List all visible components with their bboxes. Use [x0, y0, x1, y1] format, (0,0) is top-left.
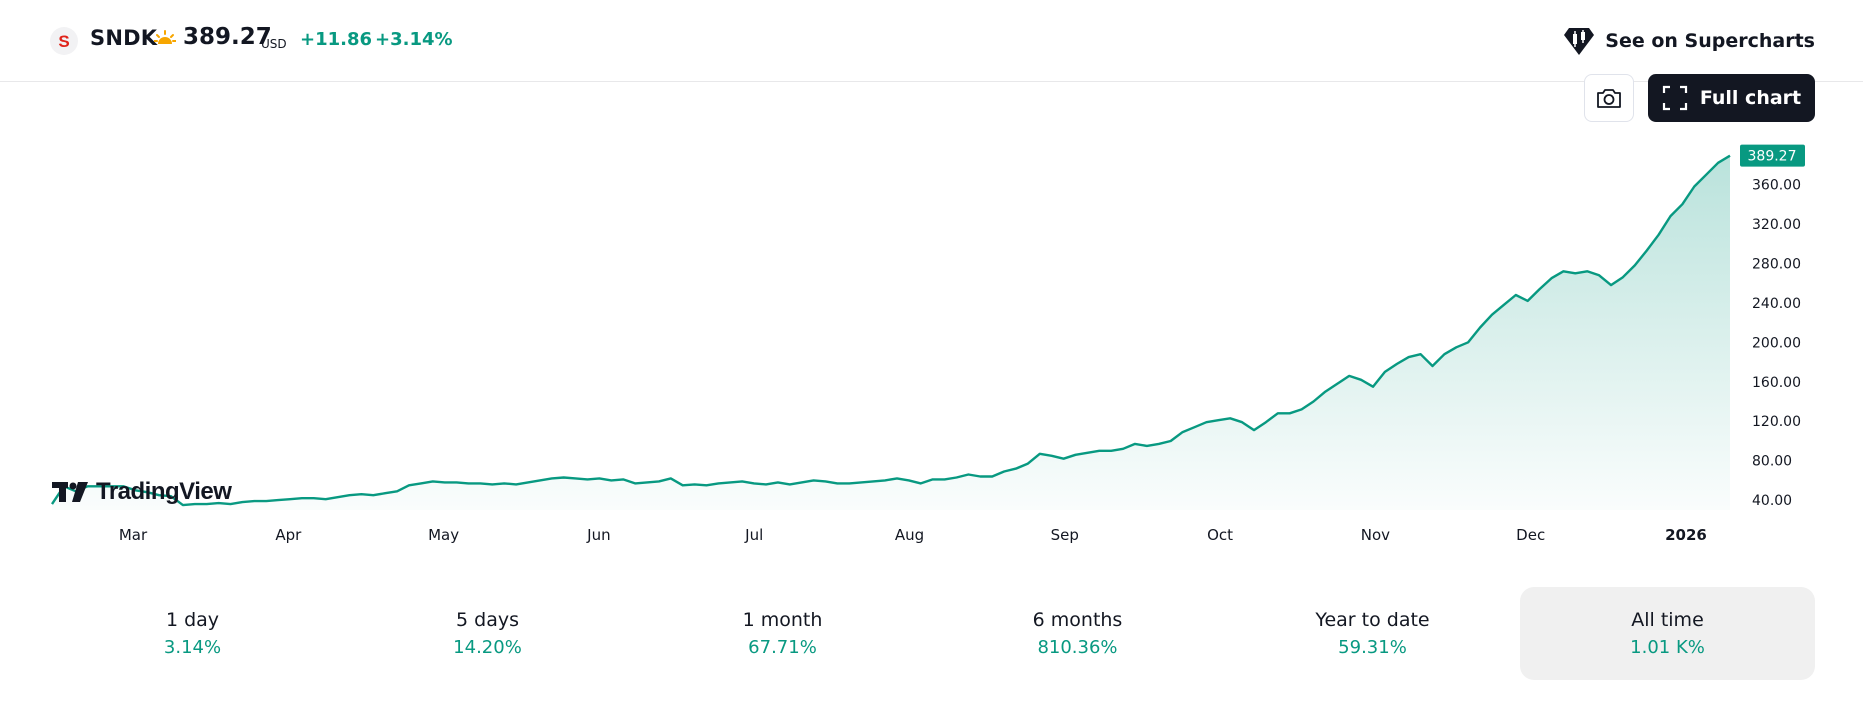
x-tick-label: Aug [895, 526, 924, 544]
period-tab[interactable]: 1 month 67.71% [635, 587, 930, 680]
expand-icon [1662, 85, 1687, 111]
price-currency: USD [261, 37, 287, 51]
full-chart-button[interactable]: Full chart [1648, 74, 1815, 122]
x-tick-label: May [428, 526, 459, 544]
period-tab[interactable]: 1 day 3.14% [45, 587, 340, 680]
period-label: Year to date [1315, 609, 1430, 631]
tradingview-brand-name: TradingView [96, 478, 232, 505]
x-axis: Mar Apr May Jun Jul Aug Sep Oct Nov Dec 2026 [119, 526, 1707, 544]
last-price-tag: 389.27 [1740, 144, 1805, 167]
x-tick-label: 2026 [1665, 526, 1707, 544]
y-tick-label: 80.00 [1752, 454, 1792, 470]
y-tick-label: 160.00 [1752, 375, 1801, 391]
y-tick-label: 280.00 [1752, 256, 1801, 272]
period-tab[interactable]: 5 days 14.20% [340, 587, 635, 680]
period-tab[interactable]: All time 1.01 K% [1520, 587, 1815, 680]
snapshot-button[interactable] [1584, 74, 1634, 122]
period-tab[interactable]: Year to date 59.31% [1225, 587, 1520, 680]
price-change-percent: +3.14% [375, 29, 453, 50]
ticker-symbol[interactable]: SNDK [90, 26, 158, 50]
x-tick-label: Sep [1051, 526, 1079, 544]
period-change-value: 14.20% [453, 637, 522, 658]
tradingview-watermark[interactable]: TradingView [52, 478, 232, 506]
current-price: 389.27 [183, 24, 272, 50]
x-tick-label: Jun [586, 526, 610, 544]
y-tick-label: 40.00 [1752, 493, 1792, 509]
period-tab[interactable]: 6 months 810.36% [930, 587, 1225, 680]
period-change-value: 810.36% [1037, 637, 1118, 658]
x-tick-label: Jul [744, 526, 763, 544]
y-tick-label: 120.00 [1752, 414, 1801, 430]
period-label: 5 days [456, 609, 519, 631]
y-tick-label: 320.00 [1752, 217, 1801, 233]
symbol-logo-letter: S [58, 31, 70, 51]
price-chart[interactable]: 40.00 80.00 120.00 160.00 200.00 240.00 280.00… [0, 140, 1863, 560]
period-label: 1 month [742, 609, 823, 631]
period-change-value: 67.71% [748, 637, 817, 658]
last-price-tag-bg [1740, 144, 1805, 167]
x-tick-label: Nov [1361, 526, 1390, 544]
period-label: All time [1631, 609, 1704, 631]
price-area-fill [52, 155, 1730, 510]
header-bar: S SNDK 389.27 USD +11.86 +3.14% See on S… [0, 0, 1863, 82]
period-selector: 1 day 3.14% 5 days 14.20% 1 month 67.71% 6 mon… [45, 587, 1815, 680]
plot-area [51, 154, 1731, 510]
x-tick-label: Dec [1516, 526, 1545, 544]
y-tick-label: 240.00 [1752, 296, 1801, 312]
symbol-logo: S [50, 27, 78, 55]
period-change-value: 3.14% [163, 637, 222, 658]
tradingview-candle-icon [1564, 28, 1595, 55]
full-chart-label: Full chart [1699, 87, 1802, 109]
price-line [51, 154, 1731, 507]
period-label: 1 day [165, 609, 220, 631]
see-on-supercharts-label: See on Supercharts [1605, 30, 1815, 52]
y-tick-label: 200.00 [1752, 335, 1801, 351]
period-change-value: 59.31% [1338, 637, 1407, 658]
y-axis: 40.00 80.00 120.00 160.00 200.00 240.00 280.00… [1752, 178, 1801, 510]
see-on-supercharts-link[interactable]: See on Supercharts [1563, 26, 1815, 56]
x-tick-label: Oct [1207, 526, 1233, 544]
last-price-tag-label: 389.27 [1748, 149, 1797, 165]
period-label: 6 months [1032, 609, 1123, 631]
x-tick-label: Mar [119, 526, 148, 544]
tradingview-logo-icon [52, 482, 88, 502]
camera-icon [1597, 89, 1621, 108]
y-tick-label: 360.00 [1752, 178, 1801, 194]
sun-icon [154, 30, 176, 44]
price-change: +11.86 [300, 29, 373, 50]
period-change-value: 1.01 K% [1630, 637, 1705, 658]
x-tick-label: Apr [275, 526, 302, 544]
